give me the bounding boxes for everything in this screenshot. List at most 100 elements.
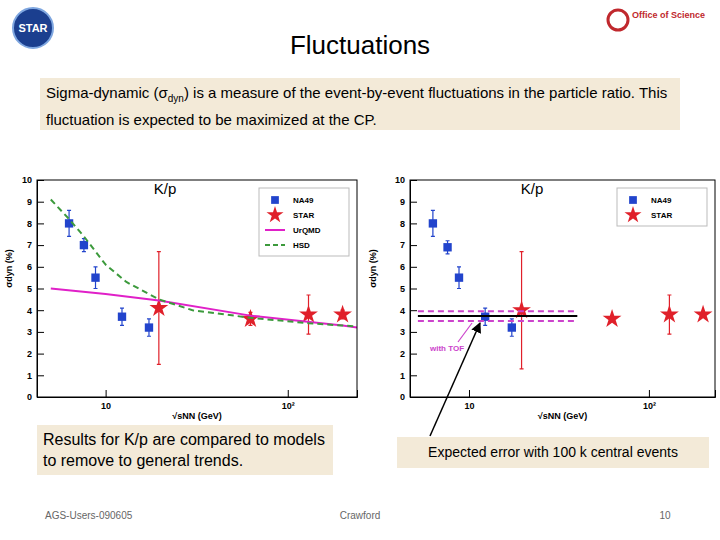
doe-logo: Office of Science	[608, 10, 705, 30]
y-tick: 8	[27, 219, 44, 229]
y-axis-title: σdyn (%)	[368, 249, 378, 288]
y-tick-mark	[37, 332, 44, 333]
y-tick: 9	[400, 197, 417, 207]
series-line	[51, 289, 357, 328]
plot-area	[37, 180, 357, 397]
x-axis-line	[411, 390, 716, 398]
y-axis-line	[411, 181, 418, 398]
annotation: with TOF	[429, 344, 464, 353]
star-logo: STAR	[13, 8, 53, 48]
y-tick-mark	[410, 289, 417, 290]
legend-swatch	[265, 244, 285, 246]
annotation-arrow	[458, 323, 472, 342]
legend-swatch	[624, 206, 641, 222]
overlay: AGS-Users-090605Crawford10	[0, 0, 720, 540]
legend-label: HSD	[293, 241, 310, 250]
y-tick-mark	[37, 267, 44, 268]
y-tick-mark	[410, 310, 417, 311]
x-tick-label: 10	[464, 401, 474, 411]
logo-text: STAR	[18, 22, 47, 34]
chart: 1010²012345678910K/p√sNN (GeV)σdyn (%)NA…	[368, 175, 716, 421]
y-tick-mark	[37, 375, 44, 376]
y-tick-label: 5	[400, 284, 405, 294]
y-tick: 8	[400, 219, 417, 229]
legend-label: NA49	[293, 196, 314, 205]
point	[145, 323, 153, 331]
logo-shape	[608, 10, 628, 30]
chart-title: K/p	[154, 180, 177, 197]
x-tick-mark	[106, 390, 107, 397]
y-tick-label: 0	[27, 392, 32, 402]
y-axis-line	[38, 181, 45, 398]
x-tick: 10²	[282, 390, 295, 411]
y-tick-mark	[37, 245, 44, 246]
y-tick-label: 1	[400, 371, 405, 381]
series-line	[418, 310, 577, 312]
x-axis: 10 10²	[411, 390, 716, 411]
plot-area	[410, 180, 715, 397]
y-tick-label: 8	[27, 219, 32, 229]
x-tick: 10²	[643, 390, 656, 411]
x-tick-label: 10²	[282, 401, 295, 411]
x-tick-label: 10²	[643, 401, 656, 411]
y-tick-label: 1	[27, 371, 32, 381]
point	[80, 241, 88, 249]
x-tick-mark	[649, 390, 650, 397]
y-tick-mark	[410, 245, 417, 246]
legend-swatch	[271, 196, 279, 204]
footer-text: 10	[659, 510, 671, 521]
y-tick-label: 6	[400, 262, 405, 272]
y-tick-mark	[37, 354, 44, 355]
y-tick-mark	[410, 354, 417, 355]
description-text: Sigma-dynamic (σ	[46, 84, 168, 101]
y-tick-label: 10	[22, 175, 32, 185]
x-tick-mark	[469, 390, 470, 397]
y-tick-label: 3	[400, 327, 405, 337]
footer-text: Crawford	[340, 510, 381, 521]
legend-swatch	[265, 229, 285, 231]
y-tick: 2	[27, 349, 44, 359]
point	[455, 273, 463, 281]
y-tick-label: 4	[27, 306, 32, 316]
y-tick-mark	[410, 267, 417, 268]
legend: NA49STARUrQMDHSD	[259, 188, 349, 256]
logo-text: Office of Science	[632, 10, 705, 20]
y-tick-label: 0	[400, 392, 405, 402]
point	[603, 309, 622, 327]
legend-label: NA49	[651, 196, 672, 205]
y-axis: 012345678910	[22, 175, 44, 402]
x-axis-title: √sNN (GeV)	[172, 411, 221, 421]
description-box: Sigma-dynamic (σdyn) is a measure of the…	[40, 78, 680, 130]
y-tick: 5	[400, 284, 417, 294]
y-axis-title: σdyn (%)	[4, 249, 14, 288]
point	[508, 323, 516, 331]
y-tick: 1	[27, 371, 44, 381]
marks	[418, 210, 713, 368]
legend-swatch	[266, 206, 283, 222]
legend-box	[617, 188, 707, 226]
y-tick-label: 7	[27, 240, 32, 250]
point	[299, 305, 318, 323]
legend: NA49STAR	[617, 188, 707, 226]
x-tick: 10	[464, 390, 474, 411]
y-tick-mark	[37, 223, 44, 224]
series-line	[418, 315, 577, 317]
y-tick: 4	[27, 306, 44, 316]
x-axis-title: √sNN (GeV)	[538, 411, 587, 421]
y-tick: 7	[400, 240, 417, 250]
point	[660, 305, 679, 323]
x-tick-label: 10	[101, 401, 111, 411]
y-tick-label: 5	[27, 284, 32, 294]
point	[443, 243, 451, 251]
y-tick-mark	[410, 223, 417, 224]
y-tick: 7	[27, 240, 44, 250]
point	[333, 305, 352, 323]
legend-label: STAR	[293, 211, 314, 220]
point	[694, 305, 713, 323]
y-tick-mark	[37, 289, 44, 290]
y-tick: 3	[27, 327, 44, 337]
y-tick-label: 7	[400, 240, 405, 250]
point	[91, 273, 99, 281]
plot-frame	[37, 180, 357, 397]
pointer-arrow	[430, 323, 480, 436]
